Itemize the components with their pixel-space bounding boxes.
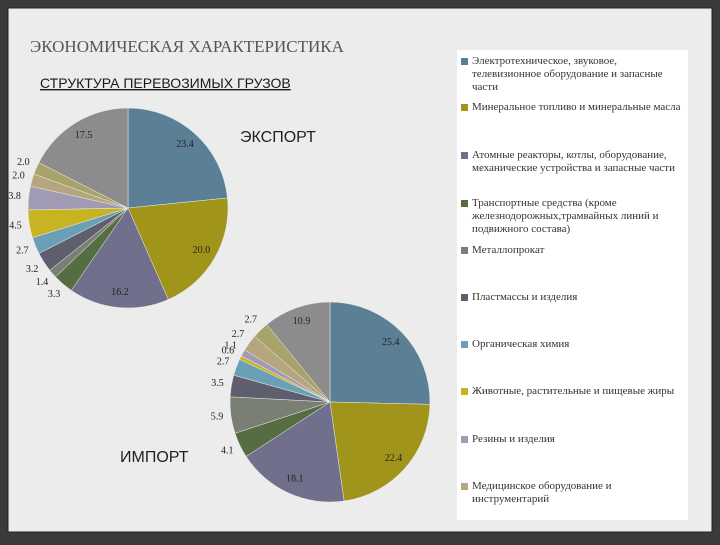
data-label: 1.1 — [224, 340, 237, 351]
legend-label: Органическая химия — [472, 338, 570, 350]
data-label: 3.3 — [48, 289, 61, 300]
data-label: 16.2 — [111, 287, 129, 298]
legend-swatch — [461, 341, 468, 348]
data-label: 1.4 — [36, 277, 49, 288]
data-label: 22.4 — [385, 453, 403, 464]
chart-subtitle: СТРУКТУРА ПЕРЕВОЗИМЫХ ГРУЗОВ — [40, 75, 291, 91]
data-label: 2.0 — [17, 157, 30, 168]
chart-title: ИМПОРТ — [120, 449, 189, 466]
legend-swatch — [461, 388, 468, 395]
pie-slice — [329, 301, 431, 405]
data-label: 4.5 — [9, 220, 22, 231]
data-label: 3.5 — [211, 378, 224, 389]
legend-swatch — [461, 200, 468, 207]
legend-swatch — [461, 294, 468, 301]
data-label: 2.7 — [16, 245, 29, 256]
legend-swatch — [461, 152, 468, 159]
data-label: 3.8 — [8, 191, 21, 202]
pie-slice — [127, 107, 228, 209]
pie-slice — [70, 207, 169, 309]
legend-label: Минеральное топливо и минеральные масла — [472, 101, 681, 113]
chart-title: ЭКСПОРТ — [240, 129, 316, 146]
data-label: 2.7 — [244, 314, 257, 325]
data-label: 0.6 — [222, 346, 235, 357]
data-label: 18.1 — [286, 474, 304, 485]
data-label: 4.1 — [221, 446, 234, 457]
data-label: 2.0 — [12, 170, 25, 181]
pie-slice — [127, 197, 229, 300]
legend-label: Пластмассы и изделия — [472, 291, 578, 303]
legend-label: Атомные реакторы, котлы, оборудование, м… — [472, 149, 675, 174]
data-label: 5.9 — [211, 411, 224, 422]
data-label: 25.4 — [382, 337, 400, 348]
legend-label: Резины и изделия — [472, 433, 555, 445]
data-label: 17.5 — [75, 130, 93, 141]
legend-swatch — [461, 104, 468, 111]
data-label: 2.7 — [232, 329, 245, 340]
legend-swatch — [461, 483, 468, 490]
data-label: 2.7 — [217, 357, 230, 368]
pie-slice — [329, 401, 431, 502]
legend-label: Транспортные средства (кроме железнодоро… — [472, 197, 659, 235]
pie-slice — [38, 107, 129, 209]
pie-slice — [266, 301, 331, 403]
legend-label: Металлопрокат — [472, 244, 545, 256]
data-label: 20.0 — [193, 245, 211, 256]
slide-title: ЭКОНОМИЧЕСКАЯ ХАРАКТЕРИСТИКА — [30, 37, 345, 56]
legend-label: Электротехническое, звуковое, телевизион… — [472, 55, 663, 93]
data-label: 3.2 — [26, 264, 39, 275]
legend-swatch — [461, 247, 468, 254]
legend: Электротехническое, звуковое, телевизион… — [457, 50, 688, 520]
data-label: 23.4 — [176, 139, 194, 150]
pie-slice — [245, 401, 345, 503]
legend-label: Животные, растительные и пищевые жиры — [472, 385, 675, 397]
legend-swatch — [461, 58, 468, 65]
legend-swatch — [461, 436, 468, 443]
data-label: 10.9 — [293, 316, 311, 327]
legend-label: Медицинское оборудование и инструментари… — [472, 480, 612, 505]
